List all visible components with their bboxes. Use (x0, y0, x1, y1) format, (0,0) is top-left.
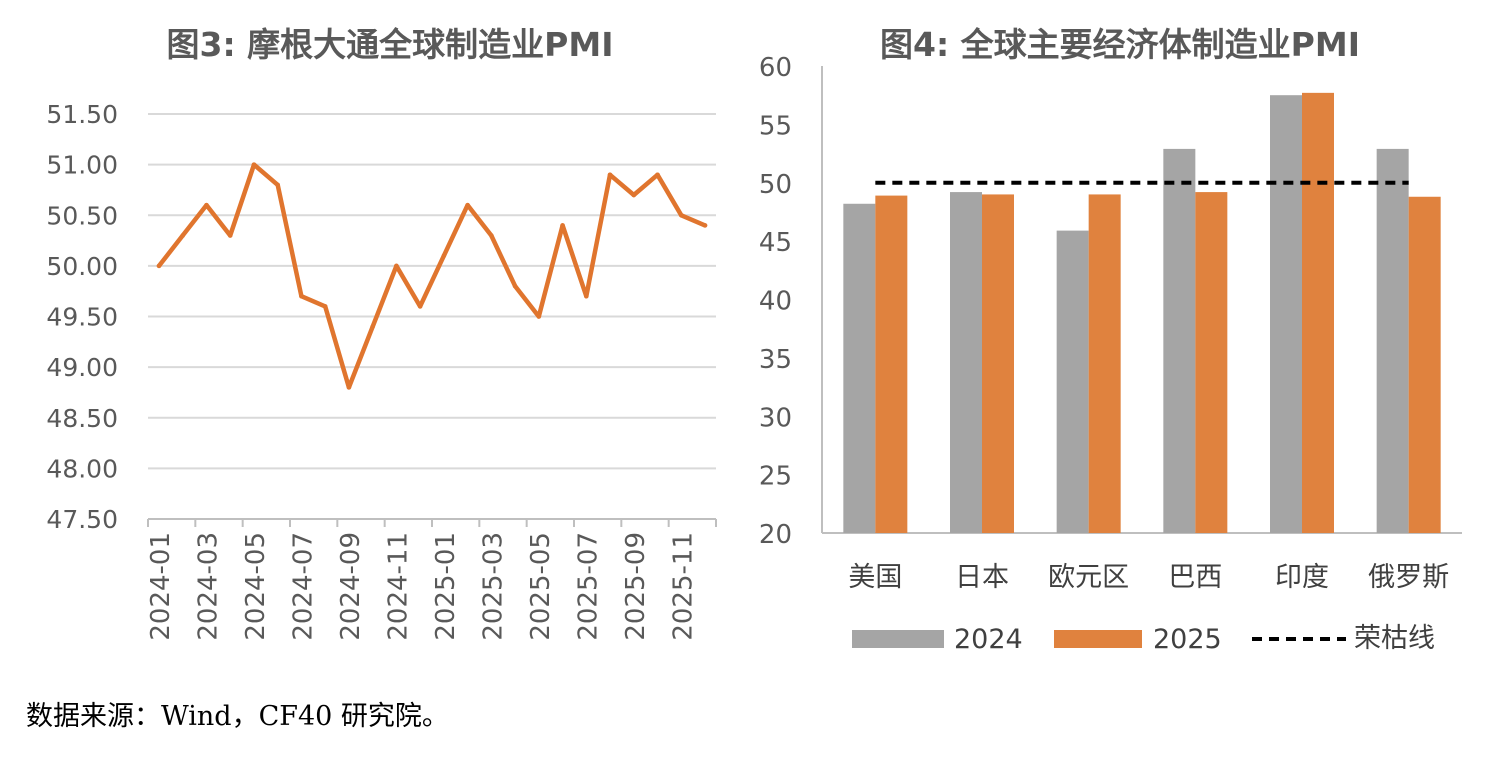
line-chart-point (678, 212, 684, 218)
line-chart-x-tick-label: 2025-01 (431, 532, 461, 641)
bar-2025 (1408, 196, 1441, 533)
line-chart-point (702, 223, 708, 228)
line-chart-point (275, 182, 280, 188)
line-chart-x-tick-label: 2025-07 (573, 532, 603, 641)
bar-chart-title: 图4: 全球主要经济体制造业PMI (880, 25, 1360, 64)
line-chart-point (417, 304, 423, 309)
bar-chart-y-tick-label: 60 (759, 53, 792, 83)
line-chart-x-ticks: 2024-01 2024-03 2024-05 2024-07 2024-09 2024-… (146, 532, 698, 641)
line-chart-point (322, 304, 328, 309)
line-chart-x-tick-label: 2024-07 (288, 532, 318, 641)
bar-2024 (1163, 148, 1196, 533)
legend-label-2024: 2024 (954, 624, 1023, 655)
line-chart-y-tick-label: 48.50 (46, 404, 118, 433)
bar-chart-y-tick-label: 55 (759, 111, 792, 141)
bar-2024 (1270, 95, 1302, 533)
line-chart-point (536, 314, 542, 319)
bar-2025 (982, 194, 1014, 534)
line-chart-y-tick-label: 50.00 (46, 252, 118, 281)
line-chart-point (441, 253, 447, 259)
line-chart-point (394, 263, 399, 269)
legend-swatch-2025 (1054, 630, 1142, 648)
line-chart-x-tick-label: 2025-11 (668, 532, 698, 641)
bar-chart-category-label: 日本 (955, 562, 1009, 593)
line-chart-x-tick-label: 2024-05 (241, 532, 271, 641)
line-chart-point (584, 293, 589, 299)
legend-swatch-2024 (852, 630, 944, 648)
line-chart-point (299, 293, 304, 299)
line-chart-point (227, 233, 233, 238)
bar-chart-y-tick-label: 35 (759, 345, 792, 375)
line-chart-point (631, 192, 637, 198)
bar-chart-y-tick-label: 50 (759, 170, 792, 200)
line-chart-series-line (156, 162, 708, 390)
bar-chart-y-tick-label: 40 (759, 287, 792, 317)
bar-chart-y-tick-label: 20 (759, 520, 792, 550)
bar-2024 (1376, 148, 1409, 533)
line-chart-y-tick-label: 50.50 (46, 201, 118, 230)
line-chart-point (607, 172, 613, 178)
line-chart-point (370, 324, 375, 329)
line-chart-title: 图3: 摩根大通全球制造业PMI (167, 25, 614, 64)
source-note: 数据来源：Wind，CF40 研究院。 (26, 701, 449, 732)
bar-2024 (1056, 230, 1089, 533)
line-chart-point (560, 223, 565, 228)
line-chart-x-tick-label: 2024-09 (336, 532, 366, 641)
line-chart-y-tick-label: 51.50 (46, 100, 118, 129)
line-chart-point (346, 385, 352, 390)
line-chart-y-tick-label: 48.00 (46, 454, 118, 483)
line-chart-x-tick-label: 2024-01 (146, 532, 176, 641)
line-chart: 图3: 摩根大通全球制造业PMI 47.50 48.00 48.50 49.00 49.… (46, 25, 717, 641)
bar-chart-y-tick-label: 30 (759, 403, 792, 433)
line-chart-point (204, 202, 209, 208)
bar-2025 (1195, 192, 1228, 533)
bar-chart-category-label: 印度 (1275, 562, 1329, 593)
bar-2025 (1088, 194, 1121, 534)
line-chart-point (655, 172, 660, 178)
line-chart-point (251, 162, 257, 167)
line-chart-x-axis (147, 519, 717, 527)
bar-chart-y-ticks: 20 25 30 35 40 45 50 55 60 (759, 53, 792, 550)
line-chart-x-tick-label: 2025-05 (526, 532, 556, 641)
bar-chart-x-ticks: 美国 日本 欧元区 巴西 印度 俄罗斯 (848, 562, 1449, 593)
line-chart-x-tick-label: 2024-11 (383, 532, 413, 641)
line-chart-point (465, 202, 470, 208)
legend-label-2025: 2025 (1153, 624, 1222, 655)
line-chart-x-tick-label: 2025-09 (621, 532, 651, 641)
line-chart-point (489, 233, 494, 238)
line-chart-y-ticks: 47.50 48.00 48.50 49.00 49.50 50.00 50.50 51.00… (46, 100, 118, 534)
line-chart-y-tick-label: 51.00 (46, 151, 118, 180)
bar-2025 (875, 195, 908, 533)
bar-chart-category-label: 俄罗斯 (1368, 562, 1449, 593)
line-chart-y-tick-label: 47.50 (46, 505, 118, 534)
bar-chart-category-label: 欧元区 (1048, 562, 1129, 593)
bar-chart-category-label: 巴西 (1168, 562, 1222, 593)
bar-2025 (1302, 92, 1334, 533)
legend-label-threshold: 荣枯线 (1354, 623, 1435, 654)
line-chart-point (180, 233, 186, 238)
line-chart-x-tick-label: 2025-03 (478, 532, 508, 641)
bar-chart-bars (843, 92, 1441, 534)
bar-chart-category-label: 美国 (848, 562, 902, 593)
line-chart-point (156, 263, 162, 269)
line-chart-y-tick-label: 49.50 (46, 303, 118, 332)
bar-chart-axes (821, 66, 1462, 534)
bar-chart: 图4: 全球主要经济体制造业PMI 202530354045505560 美国日… (759, 25, 1462, 655)
line-chart-y-tick-label: 49.00 (46, 353, 118, 382)
line-chart-point (512, 283, 518, 289)
bar-chart-y-tick-label: 25 (759, 462, 792, 492)
bar-chart-y-tick-label: 45 (759, 228, 792, 258)
bar-chart-legend: 2024 2025 荣枯线 (852, 623, 1435, 655)
line-chart-x-tick-label: 2024-03 (193, 532, 223, 641)
line-chart-series (156, 162, 708, 390)
bar-2024 (950, 192, 982, 533)
bar-2024 (843, 203, 876, 533)
line-chart-gridlines (148, 113, 716, 520)
